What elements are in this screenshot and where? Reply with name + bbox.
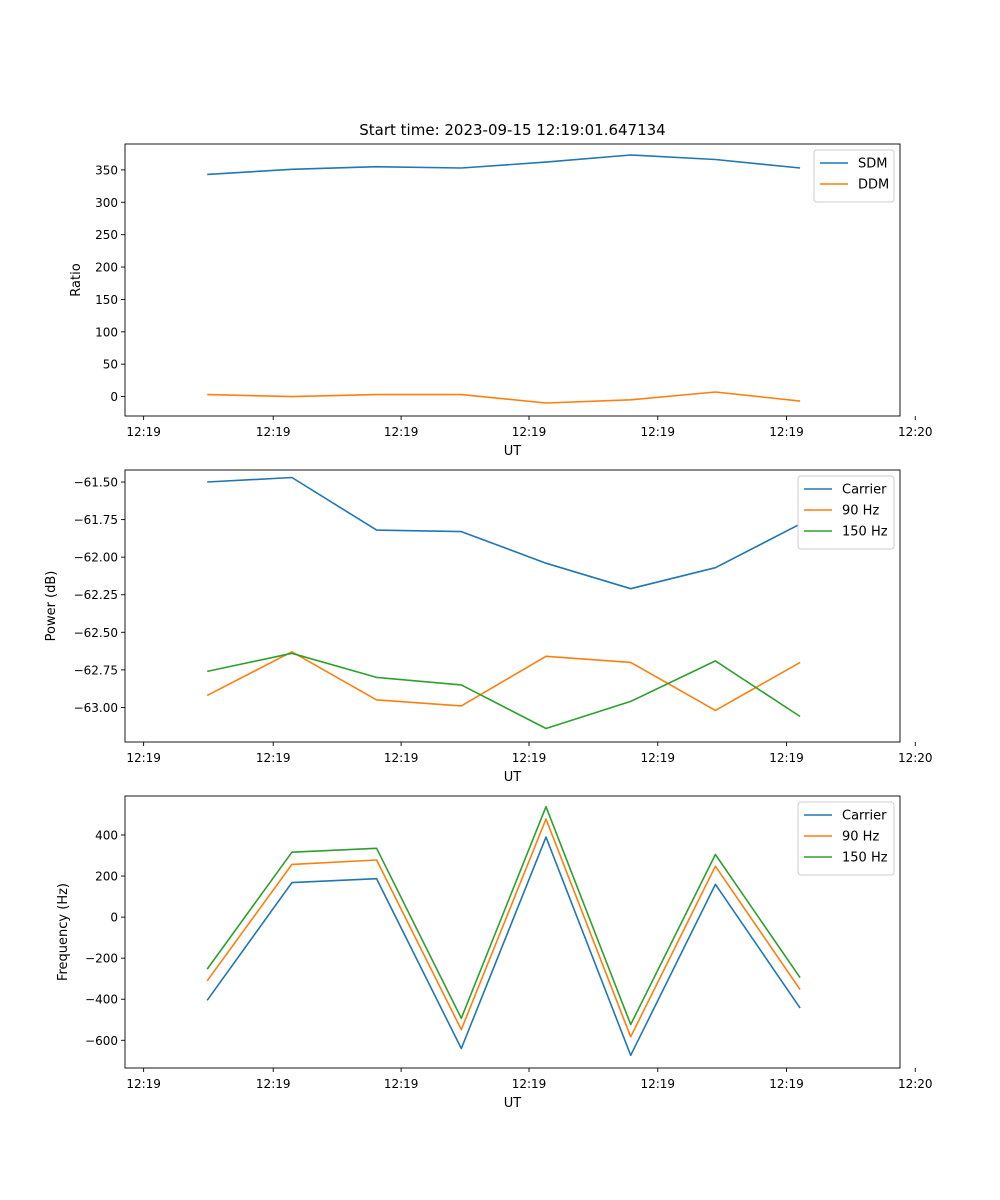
x-tick-label: 12:19 [256,751,291,765]
x-tick-label: 12:19 [384,751,419,765]
series-line-90-hz [206,650,801,712]
legend-label: 90 Hz [842,830,879,845]
x-tick-label: 12:19 [126,751,161,765]
y-tick-label: 200 [95,261,118,275]
axes-frame [124,795,901,1069]
axes-frame [124,469,901,743]
chart-panel-1: 12:19 12:19 12:19 12:19 12:19 12:19 12:20 0 50 10… [69,121,933,459]
chart-panel-2: 12:19 12:19 12:19 12:19 12:19 12:19 12:20 −61.5… [44,469,933,785]
x-tick-label: 12:20 [898,751,933,765]
legend-label: DDM [858,178,889,193]
x-tick-label: 12:19 [512,751,547,765]
x-tick-label: 12:20 [898,1077,933,1091]
series-line-ddm [207,391,801,404]
y-tick-label: 0 [110,390,118,404]
chart-title: Start time: 2023-09-15 12:19:01.647134 [359,121,665,139]
y-tick-label: 200 [95,870,118,884]
series-line-150-hz [206,805,801,1026]
series-line-90-hz [206,818,801,1038]
y-tick-label: 50 [103,358,118,372]
x-tick-label: 12:19 [769,1077,804,1091]
y-tick-label: −62.25 [74,588,118,602]
x-tick-label: 12:19 [126,1077,161,1091]
legend-label: 150 Hz [842,525,888,540]
x-tick-label: 12:19 [769,425,804,439]
y-tick-label: −200 [85,952,118,966]
y-tick-label: 250 [95,228,118,242]
x-tick-label: 12:19 [512,1077,547,1091]
x-tick-label: 12:19 [126,425,161,439]
x-axis-label: UT [504,444,522,459]
y-tick-label: −61.50 [74,476,118,490]
legend-label: Carrier [842,483,887,498]
y-tick-label: 300 [95,196,118,210]
y-tick-label: 350 [95,163,118,177]
x-axis-label: UT [504,1096,522,1111]
x-tick-label: 12:19 [640,425,675,439]
series-line-carrier [207,476,801,590]
y-tick-label: −61.75 [74,513,118,527]
y-tick-label: −62.75 [74,663,118,677]
legend-label: 150 Hz [842,851,888,866]
y-tick-label: 100 [95,325,118,339]
series-line-150-hz [207,652,801,730]
x-tick-label: 12:19 [512,425,547,439]
x-axis-label: UT [504,770,522,785]
y-tick-label: 150 [95,293,118,307]
x-tick-label: 12:19 [769,751,804,765]
y-axis-label: Ratio [69,263,84,296]
y-tick-label: 400 [95,829,118,843]
y-tick-label: −600 [85,1034,118,1048]
series-line-sdm [207,154,801,176]
x-tick-label: 12:19 [640,1077,675,1091]
y-axis-label: Power (dB) [44,571,59,642]
x-tick-label: 12:19 [256,1077,291,1091]
legend-label: 90 Hz [842,504,879,519]
x-tick-label: 12:19 [384,1077,419,1091]
y-tick-label: −62.50 [74,626,118,640]
x-tick-label: 12:19 [640,751,675,765]
y-tick-label: −400 [85,993,118,1007]
chart-panel-3: 12:19 12:19 12:19 12:19 12:19 12:19 12:20 −600 −… [56,795,933,1111]
x-tick-label: 12:19 [256,425,291,439]
legend-label: Carrier [842,809,887,824]
x-tick-label: 12:20 [898,425,933,439]
legend-label: SDM [858,157,887,172]
y-tick-label: −63.00 [74,701,118,715]
series-line-carrier [206,836,801,1057]
y-tick-label: 0 [110,911,118,925]
y-axis-label: Frequency (Hz) [56,883,71,981]
x-tick-label: 12:19 [384,425,419,439]
y-tick-label: −62.00 [74,551,118,565]
axes-frame [124,143,901,417]
